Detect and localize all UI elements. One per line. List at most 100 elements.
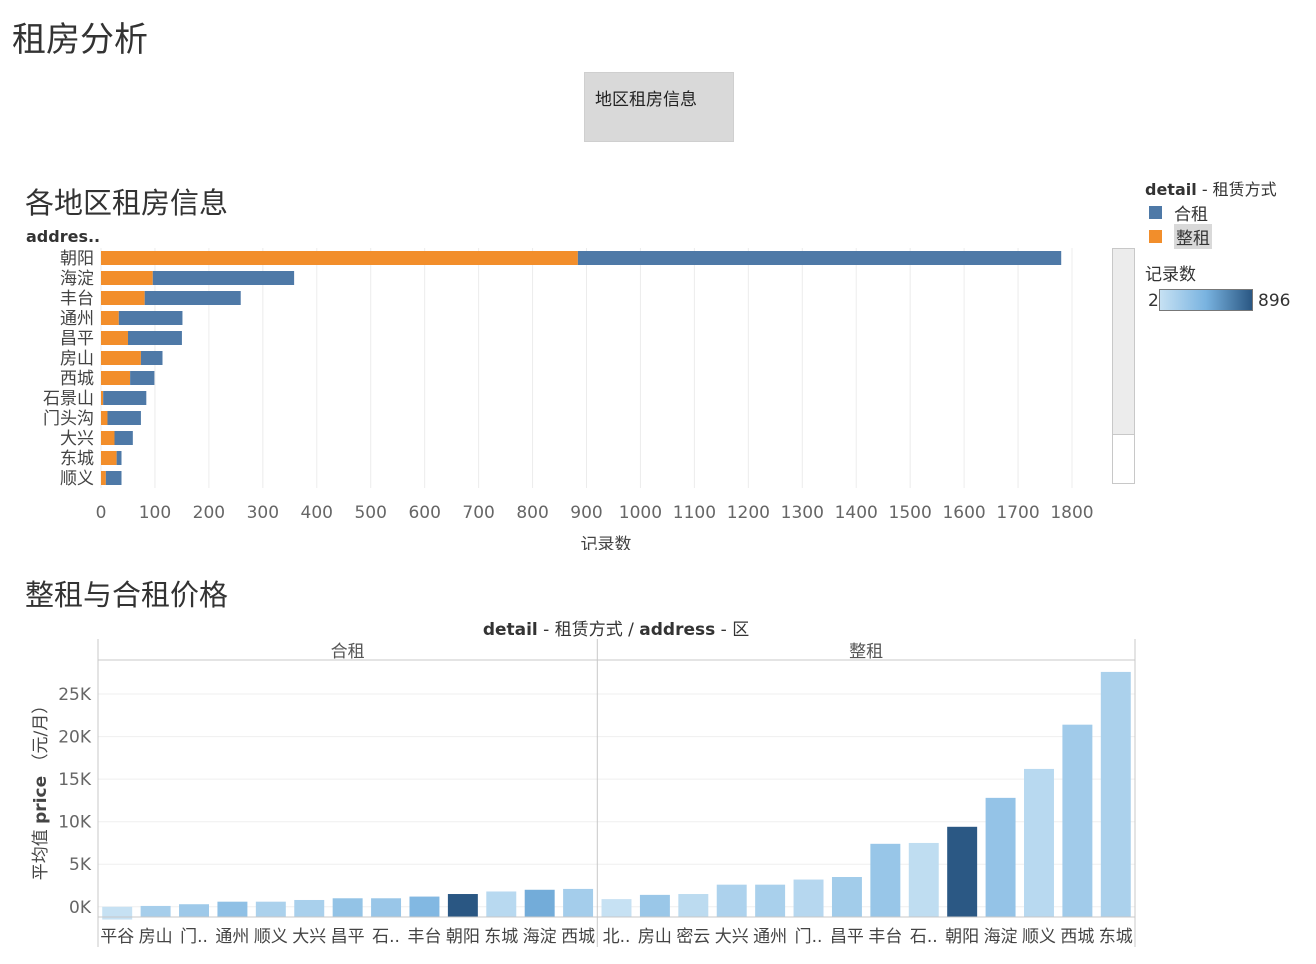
price-bar xyxy=(793,879,824,917)
gradient-bar xyxy=(1159,289,1253,311)
price-bar xyxy=(371,898,402,917)
price-bar xyxy=(179,904,209,917)
price-bar xyxy=(601,899,632,917)
row-label: 通州 xyxy=(60,309,94,329)
bar-segment xyxy=(101,451,117,465)
gradient-legend: 2 896 xyxy=(1145,289,1313,315)
x-tick-label: 400 xyxy=(301,503,333,523)
row-label: 东城 xyxy=(60,449,94,469)
x-axis-title: 记录数 xyxy=(581,535,632,550)
x-category-label: 西城 xyxy=(561,927,595,947)
price-bar xyxy=(678,894,709,917)
region-filter-label: 地区租房信息 xyxy=(595,90,697,110)
region-filter-button[interactable]: 地区租房信息 xyxy=(584,72,734,142)
x-category-label: 西城 xyxy=(1060,927,1094,947)
bar-segment xyxy=(114,431,133,445)
price-bar xyxy=(217,901,248,917)
facet-header-part: address xyxy=(639,620,715,640)
x-tick-label: 200 xyxy=(193,503,225,523)
bar-segment xyxy=(127,331,182,345)
price-bar xyxy=(524,889,555,917)
legend-item-hezu[interactable]: 合租 xyxy=(1145,200,1313,225)
x-tick-label: 700 xyxy=(462,503,494,523)
bar-segment xyxy=(101,471,106,485)
region-stacked-bar-chart: 0 100 200 300 400 500 600 700 800 900 1000 1100 1200… xyxy=(43,248,1094,550)
x-category-label: 北.. xyxy=(603,927,631,947)
bar-chart-title: 各地区租房信息 xyxy=(25,186,229,220)
legend-item-zhengzu[interactable]: 整租 xyxy=(1145,223,1313,249)
legend-label-zhengzu: 整租 xyxy=(1174,223,1212,249)
x-category-label: 昌平 xyxy=(830,927,864,947)
legend-panel: detail - 租赁方式 合租 整租 记录数 2 896 xyxy=(1145,176,1313,315)
price-chart-title: 整租与合租价格 xyxy=(25,578,229,612)
facet-header-part: - xyxy=(538,620,555,640)
x-category-label: 昌平 xyxy=(331,927,365,947)
x-tick-label: 300 xyxy=(247,503,279,523)
facet-header-part: 租赁方式 xyxy=(555,620,623,640)
facet-header-part: / xyxy=(623,620,640,640)
x-tick-label: 1800 xyxy=(1050,503,1093,523)
bar-segment xyxy=(118,311,183,325)
legend-label-hezu: 合租 xyxy=(1174,204,1208,225)
gradient-min-label: 2 xyxy=(1148,291,1159,311)
x-category-label: 朝阳 xyxy=(945,927,979,947)
facet-header-title: detail - 租赁方式 / address - 区 xyxy=(483,620,749,640)
bar-segment xyxy=(101,371,131,385)
x-tick-label: 900 xyxy=(570,503,602,523)
price-bar xyxy=(908,842,939,917)
x-category-label: 顺义 xyxy=(1022,927,1056,947)
price-bar xyxy=(102,906,133,920)
x-category-label: 房山 xyxy=(139,927,173,947)
price-bar xyxy=(1100,671,1131,917)
legend-swatch-zhengzu xyxy=(1149,229,1162,243)
vertical-scrollbar[interactable] xyxy=(1112,248,1135,484)
price-bar xyxy=(332,898,363,917)
x-category-label: 顺义 xyxy=(254,927,288,947)
row-label: 昌平 xyxy=(60,329,94,349)
y-axis-title-part: 平均值 xyxy=(31,824,51,880)
x-category-label: 丰台 xyxy=(407,927,441,947)
price-bar xyxy=(1062,724,1093,917)
row-label: 大兴 xyxy=(60,429,94,449)
x-tick-label: 800 xyxy=(516,503,548,523)
bar-segment xyxy=(101,431,115,445)
bar-segment xyxy=(101,291,145,305)
facet-header-part: detail xyxy=(483,620,538,640)
bar-segment xyxy=(103,391,147,405)
x-category-label: 房山 xyxy=(638,927,672,947)
row-label: 房山 xyxy=(60,349,94,369)
price-bar xyxy=(255,901,286,917)
bar-segment xyxy=(101,331,128,345)
bar-segment xyxy=(101,391,104,405)
price-bar xyxy=(755,884,786,917)
y-axis-title-part: （元/月） xyxy=(31,697,51,776)
bar-segment xyxy=(101,311,119,325)
price-bar xyxy=(294,899,325,917)
x-tick-label: 500 xyxy=(354,503,386,523)
bar-segment xyxy=(152,271,295,285)
price-bar xyxy=(447,894,478,917)
x-category-label: 密云 xyxy=(676,927,710,947)
x-category-label: 海淀 xyxy=(523,927,557,947)
page-title: 租房分析 xyxy=(12,20,148,60)
row-label: 门头沟 xyxy=(43,409,94,429)
price-bar xyxy=(1024,768,1054,917)
price-bar xyxy=(870,843,901,917)
legend-swatch-hezu xyxy=(1149,205,1162,219)
scrollbar-thumb[interactable] xyxy=(1113,249,1134,435)
y-tick-label: 25K xyxy=(58,685,92,705)
row-label: 海淀 xyxy=(60,269,94,289)
bar-segment xyxy=(101,411,108,425)
price-bar xyxy=(947,826,978,917)
x-category-label: 海淀 xyxy=(984,927,1018,947)
address-row-header[interactable]: addres.. xyxy=(26,227,101,246)
bar-segment xyxy=(116,451,122,465)
price-bar xyxy=(831,877,862,917)
x-tick-label: 100 xyxy=(139,503,171,523)
x-tick-label: 0 xyxy=(96,503,107,523)
row-label: 朝阳 xyxy=(60,249,94,269)
price-bar xyxy=(486,891,517,917)
bar-segment xyxy=(101,271,153,285)
price-bar xyxy=(409,896,440,917)
x-category-label: 通州 xyxy=(753,927,787,947)
